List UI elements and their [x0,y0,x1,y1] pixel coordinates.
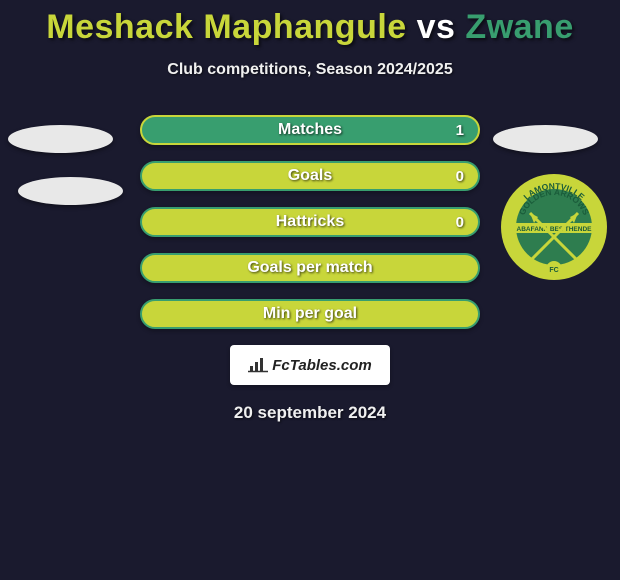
stat-label: Goals per match [247,259,372,277]
chart-icon [248,357,268,373]
footer-brand-text: FcTables.com [272,357,371,374]
stat-value: 0 [456,214,464,231]
player1-placeholder-1 [8,125,113,153]
stat-label: Hattricks [276,213,344,231]
stat-bar-matches: Matches 1 [140,115,480,145]
stat-value: 1 [456,122,464,139]
stat-bar-min-per-goal: Min per goal [140,299,480,329]
stat-bar-goals: Goals 0 [140,161,480,191]
comparison-title: Meshack Maphangule vs Zwane [0,0,620,47]
club-logo-svg: LAMONTVILLE GOLDEN ARROWS ABAFANA BES'TH… [500,173,608,281]
player2-placeholder-1 [493,125,598,153]
stat-bar-goals-per-match: Goals per match [140,253,480,283]
player1-name: Meshack Maphangule [46,8,406,46]
logo-band-text: ABAFANA BES'THENDE [517,226,593,233]
stat-bar-hattricks: Hattricks 0 [140,207,480,237]
subtitle: Club competitions, Season 2024/2025 [0,61,620,79]
logo-fc-text: FC [549,267,558,274]
player1-placeholder-2 [18,177,123,205]
stat-label: Goals [288,167,332,185]
player2-name: Zwane [465,8,573,46]
footer-brand: FcTables.com [230,345,390,385]
stat-value: 0 [456,168,464,185]
date-text: 20 september 2024 [0,403,620,423]
vs-text: vs [417,8,456,46]
stat-bars: Matches 1 Goals 0 Hattricks 0 Goals per match M… [140,115,480,329]
club-logo: LAMONTVILLE GOLDEN ARROWS ABAFANA BES'TH… [500,173,608,281]
content-area: LAMONTVILLE GOLDEN ARROWS ABAFANA BES'TH… [0,115,620,423]
stat-label: Matches [278,121,342,139]
stat-label: Min per goal [263,305,357,323]
